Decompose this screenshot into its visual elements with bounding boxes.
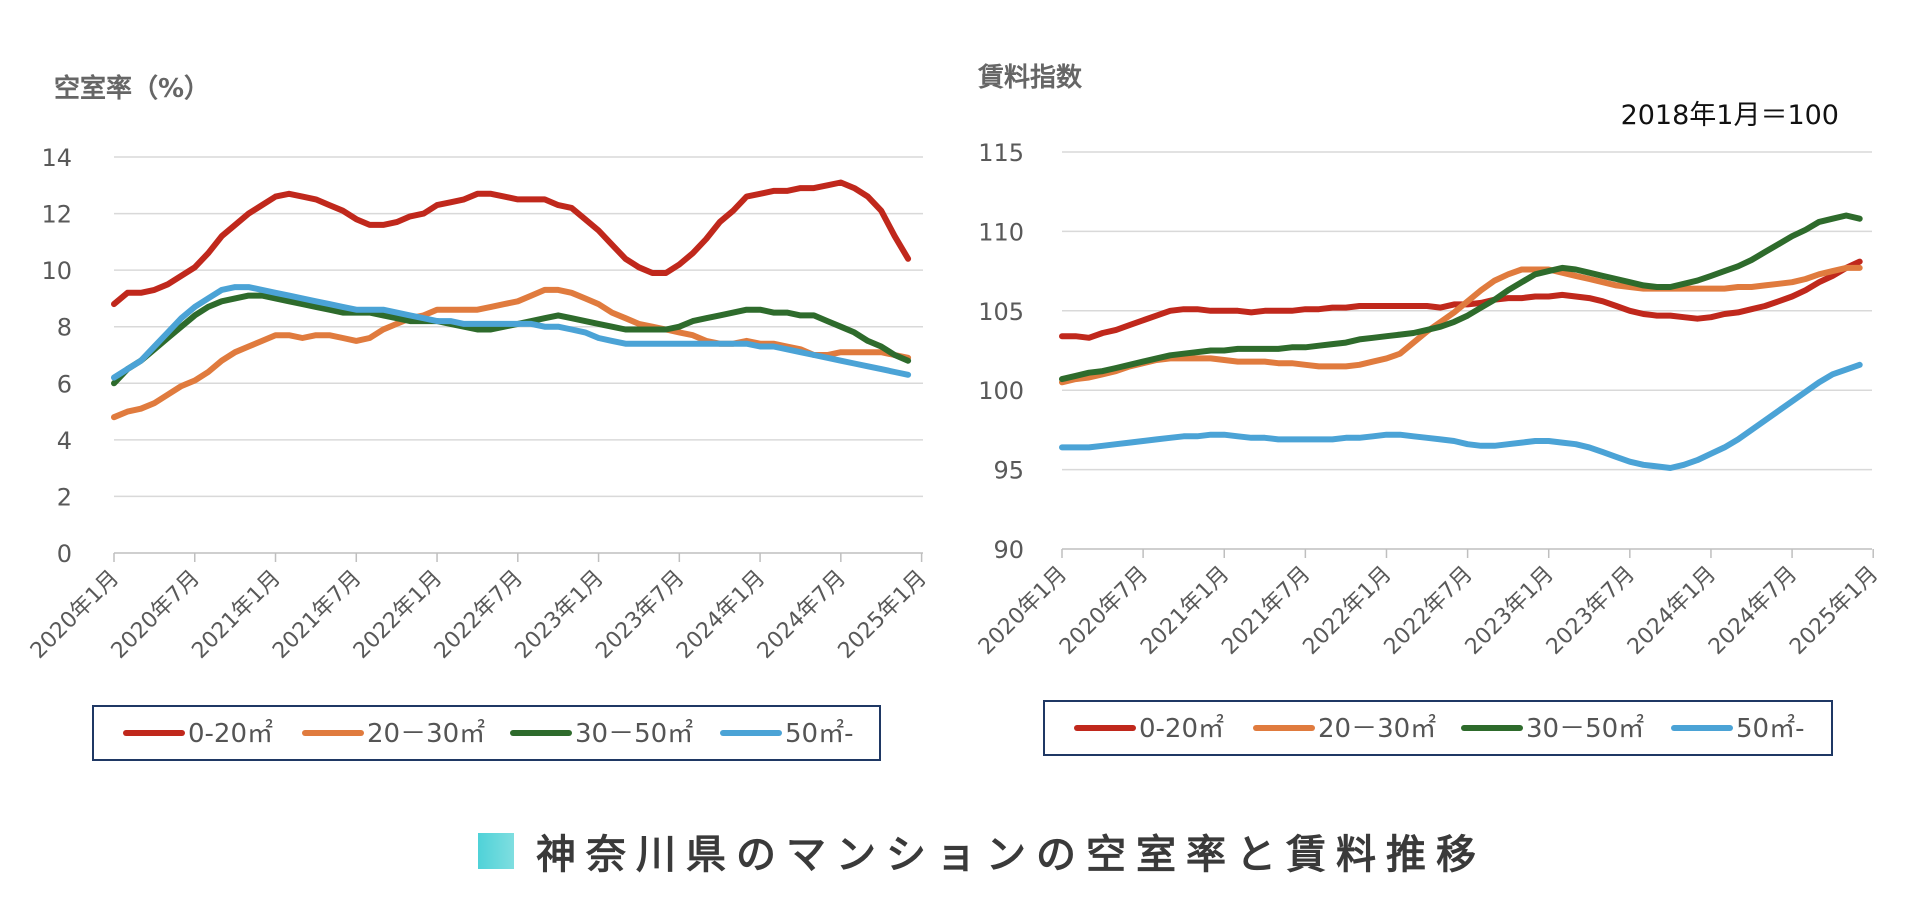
y-tick-label: 110	[978, 218, 1024, 246]
series-line-1	[1059, 258, 1863, 341]
y-tick-label: 115	[978, 139, 1024, 167]
base-note: 2018年1月＝100	[1621, 100, 1839, 131]
legend-label-4: 50㎡-	[785, 719, 853, 749]
legend-label-2: 20－30㎡	[367, 719, 485, 749]
series-line-3	[1059, 212, 1863, 383]
legend-label-4: 50㎡-	[1736, 714, 1804, 744]
y-tick-label: 105	[978, 298, 1024, 326]
y-tick-label: 14	[41, 144, 72, 172]
caption-text: 神奈川県のマンションの空室率と賃料推移	[536, 832, 1486, 878]
legend-label-1: 0-20㎡	[1139, 714, 1224, 744]
series-line-1	[111, 179, 912, 308]
legend-label-3: 30－50㎡	[575, 719, 693, 749]
y-tick-label: 0	[57, 540, 72, 568]
series-line-4	[111, 284, 912, 381]
series-line-3	[111, 292, 912, 387]
legend-label-2: 20－30㎡	[1318, 714, 1436, 744]
x-tick-label: 2025年1月	[834, 566, 932, 664]
y-axis-title: 賃料指数	[977, 63, 1083, 93]
y-tick-label: 12	[41, 201, 72, 229]
series-line-2	[1059, 264, 1863, 386]
series-line-4	[1059, 361, 1863, 471]
y-axis-title: 空室率（%）	[54, 73, 210, 104]
series-line-2	[111, 286, 912, 421]
y-tick-label: 100	[978, 377, 1024, 405]
legend-label-1: 0-20㎡	[188, 719, 273, 749]
y-tick-label: 6	[57, 370, 72, 398]
figure-caption: 神奈川県のマンションの空室率と賃料推移	[478, 823, 1486, 879]
legend-label-3: 30－50㎡	[1526, 714, 1644, 744]
rent-index-chart: 賃料指数2018年1月＝10090951001051101152020年1月20…	[974, 63, 1883, 756]
y-tick-label: 95	[993, 457, 1024, 485]
vacancy-rate-chart: 空室率（%）024681012142020年1月2020年7月2021年1月20…	[26, 73, 932, 761]
y-tick-label: 2	[57, 483, 72, 511]
x-tick-label: 2025年1月	[1785, 562, 1883, 660]
y-tick-label: 10	[41, 257, 72, 285]
y-tick-label: 4	[57, 427, 72, 455]
caption-marker	[478, 833, 514, 869]
y-tick-label: 90	[993, 536, 1024, 564]
y-tick-label: 8	[57, 314, 72, 342]
